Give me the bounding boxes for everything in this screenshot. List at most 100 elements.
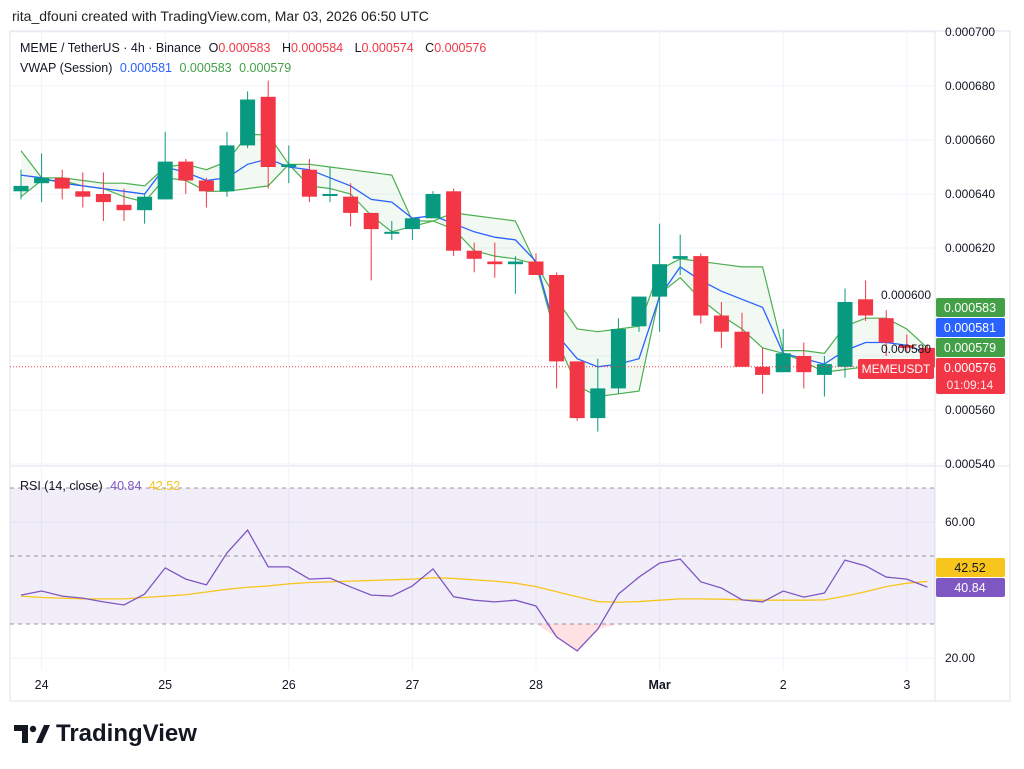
candle-body <box>54 177 70 189</box>
rsi-legend[interactable]: RSI (14, close) 40.84 42.52 <box>20 479 184 493</box>
candle <box>322 167 338 203</box>
candle-body <box>157 161 173 200</box>
vwap-price-tag-bg <box>936 318 1005 337</box>
vwap-lower-value: 0.000579 <box>239 61 292 75</box>
candle-body <box>75 191 91 197</box>
vwap-price-tag: 0.000581 <box>936 318 1005 337</box>
candle-body <box>363 212 379 230</box>
candle <box>240 91 256 149</box>
candle-body <box>507 261 523 265</box>
candle <box>178 158 194 194</box>
candle <box>301 158 317 203</box>
rsi-ma-tag: 42.52 <box>936 558 1005 577</box>
candle-body <box>899 345 915 348</box>
candle <box>487 242 503 278</box>
vwap-upper-price-tag-bg <box>936 298 1005 317</box>
candle <box>837 288 853 378</box>
rsi-ma-line <box>20 577 928 603</box>
candle-body <box>95 194 111 203</box>
last-price-tag-bg <box>936 358 1005 394</box>
candle-body <box>816 364 832 375</box>
price-tick-label: 0.000620 <box>945 241 995 255</box>
candle-body <box>837 302 853 367</box>
time-tick-label: 28 <box>529 678 543 692</box>
axes: 0.000700 0.000680 0.000660 0.000640 0.000620… <box>35 25 996 692</box>
price-tick-label: 0.000700 <box>945 25 995 39</box>
rsi-value-tag-text: 40.84 <box>954 581 985 595</box>
candle <box>549 272 565 389</box>
candle-body <box>631 296 647 327</box>
time-tick-label: 25 <box>158 678 172 692</box>
rsi-oversold-fill <box>536 624 619 651</box>
candle-body <box>13 185 29 192</box>
candle <box>363 212 379 281</box>
last-price-tag-text: 0.000576 <box>944 361 996 375</box>
rsi-value-tag: 40.84 <box>936 578 1005 597</box>
candle-body <box>281 164 297 167</box>
logo-text: TradingView <box>56 720 197 747</box>
close-value: 0.000576 <box>434 41 487 55</box>
candle-body <box>858 299 874 316</box>
vwap-legend[interactable]: VWAP (Session) 0.000581 0.000583 0.00057… <box>20 61 295 75</box>
vwap-lower-line <box>20 163 928 398</box>
candle-body <box>734 331 750 367</box>
rsi-value: 40.84 <box>110 479 142 493</box>
candle <box>446 188 462 257</box>
vwap-upper-value: 0.000583 <box>179 61 232 75</box>
candle-body <box>446 191 462 251</box>
tradingview-logo[interactable]: TradingView <box>14 720 197 748</box>
candle <box>899 334 915 354</box>
candle-body <box>487 261 503 265</box>
close-label: C <box>425 41 435 55</box>
candles <box>10 80 935 432</box>
time-tick-label: 27 <box>405 678 419 692</box>
candle <box>404 218 420 240</box>
candle <box>54 169 70 200</box>
candle <box>281 145 297 184</box>
candle <box>713 302 729 348</box>
candle <box>878 310 894 356</box>
price-tick-label: 0.000680 <box>945 79 995 93</box>
vwap-upper-price-tag: 0.000583 <box>936 298 1005 317</box>
candle-body <box>301 169 317 197</box>
candle-body <box>652 264 668 297</box>
chart-credit: rita_dfouni created with TradingView.com… <box>12 8 429 24</box>
low-value: 0.000574 <box>361 41 414 55</box>
candle-body <box>137 196 153 211</box>
candle-body <box>404 218 420 230</box>
candle-body <box>796 356 812 373</box>
vwap-lower-price-tag: 0.000579 <box>936 338 1005 357</box>
candle-body <box>178 161 194 181</box>
rsi-ma-value: 42.52 <box>148 479 181 493</box>
candle <box>219 131 235 197</box>
symbol-title: MEME / TetherUS · 4h · Binance <box>20 41 202 55</box>
chart-frame <box>9 30 1011 702</box>
candle <box>13 169 29 200</box>
candle <box>95 172 111 221</box>
rsi-value-tag-bg <box>936 578 1005 597</box>
vwap-upper-price-tag-text: 0.000583 <box>944 301 996 315</box>
high-value: 0.000584 <box>290 41 344 55</box>
candle-body <box>322 194 338 196</box>
open-value: 0.000583 <box>218 41 271 55</box>
candle <box>569 361 585 421</box>
candle <box>157 131 173 200</box>
candle <box>816 356 832 397</box>
candle <box>693 253 709 324</box>
candle <box>610 318 626 394</box>
candle-body <box>260 96 276 167</box>
price-tick-label: 0.000640 <box>945 187 995 201</box>
candle <box>652 223 668 332</box>
symbol-legend[interactable]: MEME / TetherUS · 4h · Binance O0.000583… <box>20 41 494 55</box>
vwap-price-tag-text: 0.000581 <box>944 321 996 335</box>
candle <box>775 329 791 373</box>
candle <box>858 280 874 321</box>
candle-body <box>528 261 544 275</box>
rsi-line <box>20 529 928 652</box>
vwap-title: VWAP (Session) <box>20 61 113 75</box>
candle-body <box>610 329 626 389</box>
candle <box>734 312 750 367</box>
candle <box>466 242 482 273</box>
vwap-lower-price-tag-bg <box>936 338 1005 357</box>
